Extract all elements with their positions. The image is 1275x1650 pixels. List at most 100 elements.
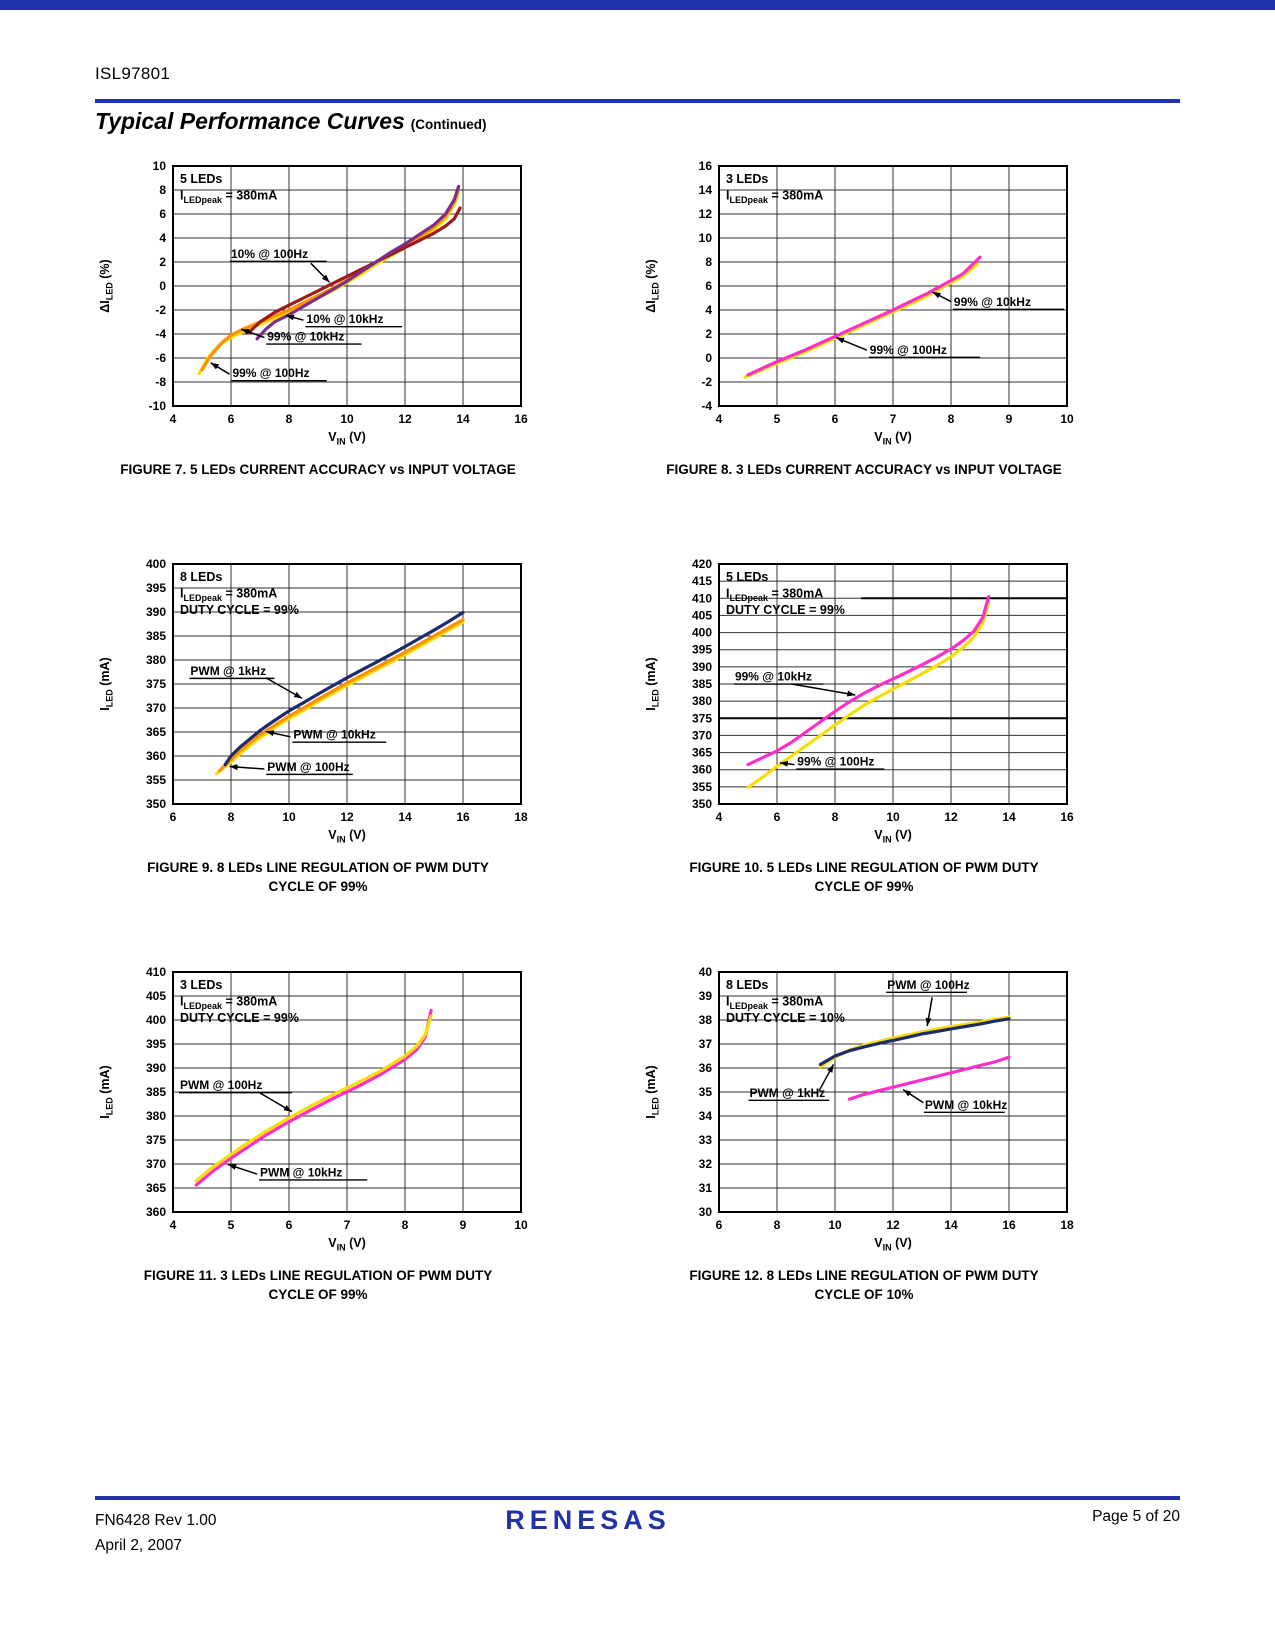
svg-text:VIN (V): VIN (V)	[874, 1236, 911, 1253]
svg-text:5 LEDs: 5 LEDs	[180, 172, 222, 186]
svg-text:8 LEDs: 8 LEDs	[180, 570, 222, 584]
svg-text:34: 34	[699, 1109, 713, 1123]
svg-text:370: 370	[146, 701, 166, 715]
svg-text:8: 8	[228, 810, 235, 824]
svg-text:9: 9	[1006, 412, 1013, 426]
svg-text:10: 10	[282, 810, 296, 824]
svg-text:10: 10	[153, 159, 167, 173]
svg-text:385: 385	[692, 677, 712, 691]
figure-10: 4 6 8 10 12 14 16 350 355 360 365 370 375 380 385 390 39…	[634, 556, 1094, 896]
caption-line: FIGURE 9. 8 LEDs LINE REGULATION OF PWM …	[147, 860, 489, 875]
svg-text:14: 14	[456, 412, 470, 426]
svg-text:40: 40	[699, 965, 713, 979]
figure-12: 6 8 10 12 14 16 18 30 31 32 33 34 35 36 37 38 39 40 8 LEDs…	[634, 964, 1094, 1304]
caption-line: FIGURE 10. 5 LEDs LINE REGULATION OF PWM…	[689, 860, 1039, 875]
svg-text:14: 14	[944, 1218, 958, 1232]
svg-text:PWM @ 10kHz: PWM @ 10kHz	[293, 728, 375, 742]
svg-text:385: 385	[146, 629, 166, 643]
figure-9-chart: 6 8 10 12 14 16 18 350 355 360 365 370 375 380 385 390 3…	[98, 557, 528, 845]
caption-line: FIGURE 11. 3 LEDs LINE REGULATION OF PWM…	[143, 1268, 493, 1283]
svg-text:10: 10	[828, 1218, 842, 1232]
figure-11: 4 5 6 7 8 9 10 360 365 370 375 380 385 390 395 400 405 41…	[88, 964, 548, 1304]
section-title: Typical Performance Curves (Continued)	[95, 108, 487, 135]
svg-text:ILEDpeak = 380mA: ILEDpeak = 380mA	[726, 995, 823, 1012]
svg-text:395: 395	[146, 581, 166, 595]
svg-text:37: 37	[699, 1037, 713, 1051]
svg-text:5: 5	[228, 1218, 235, 1232]
svg-text:VIN (V): VIN (V)	[328, 828, 365, 845]
svg-text:16: 16	[514, 412, 528, 426]
svg-text:5 LEDs: 5 LEDs	[726, 570, 768, 584]
svg-text:4: 4	[159, 231, 166, 245]
svg-text:350: 350	[146, 797, 166, 811]
svg-text:8: 8	[832, 810, 839, 824]
figure-10-caption: FIGURE 10. 5 LEDs LINE REGULATION OF PWM…	[634, 858, 1094, 896]
figure-11-chart: 4 5 6 7 8 9 10 360 365 370 375 380 385 390 395 400 405 41…	[98, 965, 528, 1253]
footer-left: FN6428 Rev 1.00 April 2, 2007	[95, 1508, 217, 1558]
figure-8-caption: FIGURE 8. 3 LEDs CURRENT ACCURACY vs INP…	[634, 460, 1094, 479]
figure-7-caption: FIGURE 7. 5 LEDs CURRENT ACCURACY vs INP…	[88, 460, 548, 479]
svg-text:10: 10	[699, 231, 713, 245]
svg-text:365: 365	[146, 1181, 166, 1195]
figure-9-caption: FIGURE 9. 8 LEDs LINE REGULATION OF PWM …	[88, 858, 548, 896]
svg-text:36: 36	[699, 1061, 713, 1075]
svg-text:16: 16	[1002, 1218, 1016, 1232]
svg-text:5: 5	[774, 412, 781, 426]
svg-text:16: 16	[456, 810, 470, 824]
figure-10-chart: 4 6 8 10 12 14 16 350 355 360 365 370 375 380 385 390 39…	[644, 557, 1074, 845]
svg-text:99% @ 100Hz: 99% @ 100Hz	[870, 343, 947, 357]
svg-text:405: 405	[692, 608, 712, 622]
svg-text:405: 405	[146, 989, 166, 1003]
svg-text:10: 10	[1060, 412, 1074, 426]
svg-text:PWM @ 100Hz: PWM @ 100Hz	[180, 1078, 262, 1092]
svg-text:38: 38	[699, 1013, 713, 1027]
figure-11-caption: FIGURE 11. 3 LEDs LINE REGULATION OF PWM…	[88, 1266, 548, 1304]
svg-text:8 LEDs: 8 LEDs	[726, 978, 768, 992]
svg-text:DUTY CYCLE = 10%: DUTY CYCLE = 10%	[726, 1011, 845, 1025]
footer-revision: FN6428 Rev 1.00	[95, 1512, 217, 1529]
svg-text:365: 365	[692, 746, 712, 760]
svg-text:7: 7	[890, 412, 897, 426]
svg-text:PWM @ 1kHz: PWM @ 1kHz	[190, 664, 266, 678]
figure-7-chart: 4 6 8 10 12 14 16 -10 -8 -6 -4 -2 0 2 4 6 8 10 5 LEDs ILEDp…	[98, 159, 528, 447]
svg-text:39: 39	[699, 989, 713, 1003]
svg-text:10: 10	[514, 1218, 528, 1232]
svg-text:8: 8	[948, 412, 955, 426]
svg-text:10% @ 10kHz: 10% @ 10kHz	[306, 312, 383, 326]
footer-rule	[95, 1496, 1180, 1500]
svg-text:380: 380	[692, 694, 712, 708]
svg-text:18: 18	[1060, 1218, 1074, 1232]
svg-text:355: 355	[146, 773, 166, 787]
svg-text:ILED (mA): ILED (mA)	[98, 657, 115, 710]
svg-text:400: 400	[692, 626, 712, 640]
svg-text:-10: -10	[149, 399, 167, 413]
figure-12-caption: FIGURE 12. 8 LEDs LINE REGULATION OF PWM…	[634, 1266, 1094, 1304]
svg-text:ΔILED (%): ΔILED (%)	[644, 259, 661, 312]
svg-text:VIN (V): VIN (V)	[874, 430, 911, 447]
figure-7: 4 6 8 10 12 14 16 -10 -8 -6 -4 -2 0 2 4 6 8 10 5 LEDs ILEDp…	[88, 158, 548, 479]
svg-text:10: 10	[886, 810, 900, 824]
svg-text:VIN (V): VIN (V)	[328, 430, 365, 447]
svg-text:PWM @ 10kHz: PWM @ 10kHz	[925, 1098, 1007, 1112]
svg-text:VIN (V): VIN (V)	[328, 1236, 365, 1253]
svg-text:32: 32	[699, 1157, 713, 1171]
svg-text:8: 8	[705, 255, 712, 269]
svg-text:12: 12	[398, 412, 412, 426]
svg-text:4: 4	[716, 412, 723, 426]
svg-text:99% @ 10kHz: 99% @ 10kHz	[735, 670, 812, 684]
svg-text:4: 4	[170, 412, 177, 426]
svg-text:30: 30	[699, 1205, 713, 1219]
svg-text:6: 6	[228, 412, 235, 426]
svg-text:14: 14	[398, 810, 412, 824]
svg-text:-4: -4	[155, 327, 166, 341]
svg-text:395: 395	[146, 1037, 166, 1051]
caption-line: CYCLE OF 99%	[268, 879, 368, 894]
svg-text:ILED (mA): ILED (mA)	[98, 1065, 115, 1118]
svg-text:4: 4	[716, 810, 723, 824]
svg-text:3 LEDs: 3 LEDs	[726, 172, 768, 186]
header-rule	[95, 99, 1180, 103]
svg-text:375: 375	[146, 1133, 166, 1147]
svg-text:360: 360	[692, 763, 712, 777]
svg-text:PWM @ 100Hz: PWM @ 100Hz	[887, 978, 969, 992]
svg-text:ILEDpeak = 380mA: ILEDpeak = 380mA	[180, 995, 277, 1012]
